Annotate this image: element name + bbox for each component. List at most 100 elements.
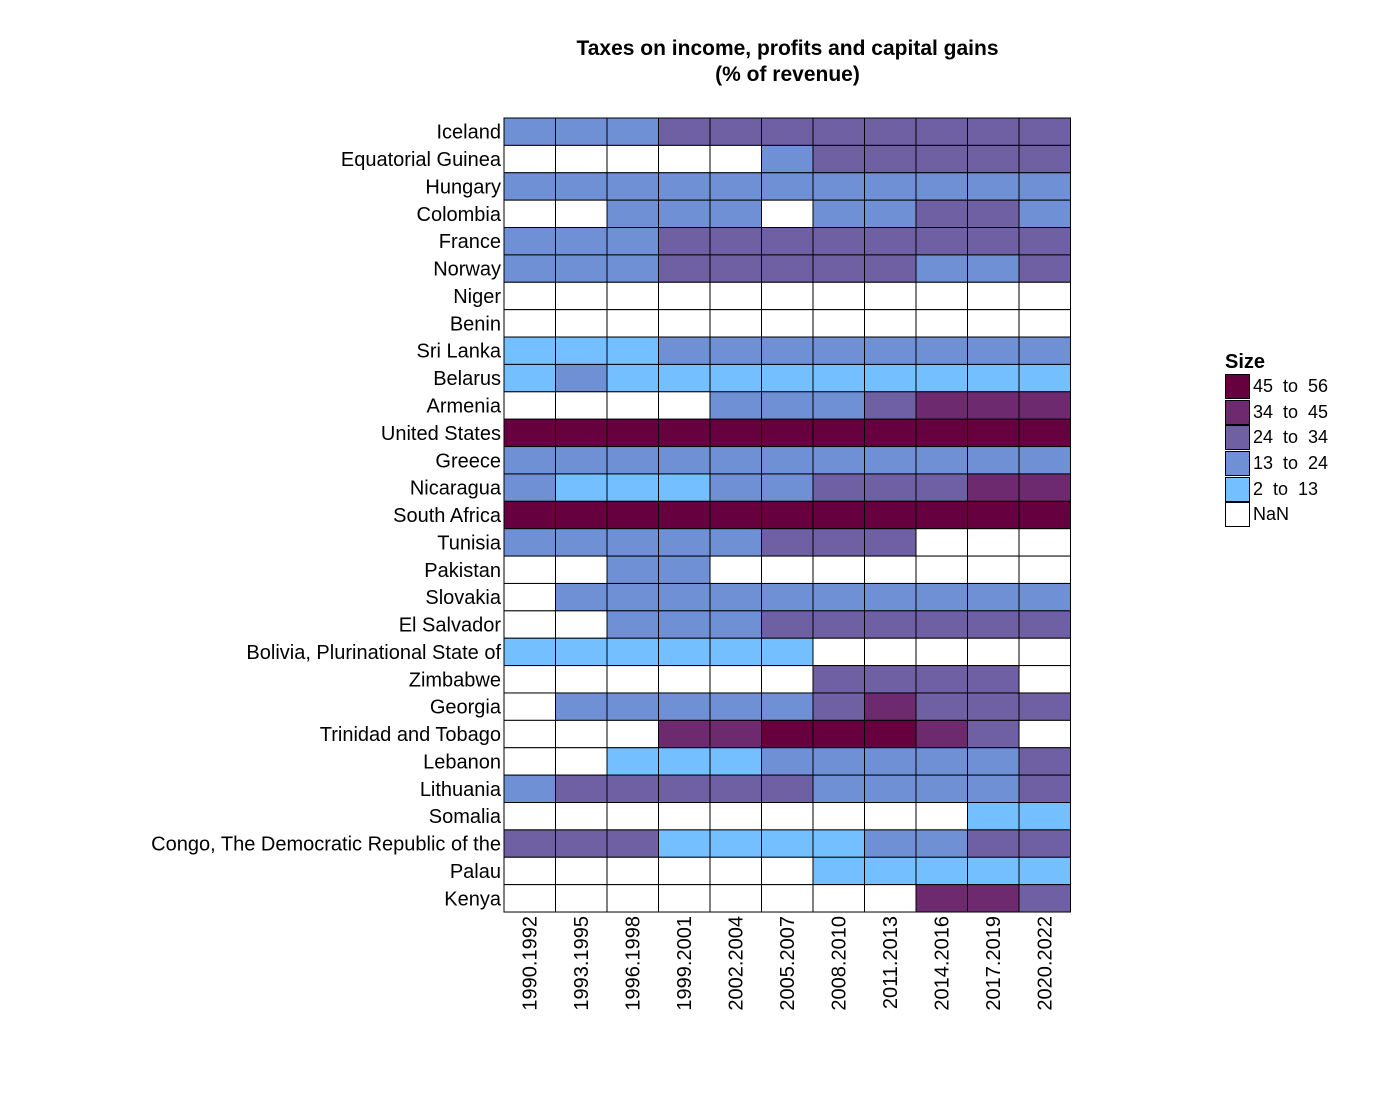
heatmap-cell — [761, 884, 814, 913]
legend-swatch — [1225, 374, 1250, 400]
heatmap-cell — [915, 528, 968, 557]
column-label: 1993.1995 — [571, 916, 593, 1011]
heatmap-cell — [658, 884, 711, 913]
row-label: South Africa — [393, 505, 502, 527]
heatmap-cell — [1018, 363, 1071, 393]
row-label: Tunisia — [437, 532, 502, 554]
row-label: Lebanon — [423, 751, 501, 773]
heatmap-cell — [606, 336, 659, 365]
heatmap-cell — [915, 391, 968, 420]
heatmap-cell — [812, 637, 865, 667]
heatmap-cell — [1018, 500, 1071, 530]
heatmap-cell — [915, 117, 968, 146]
heatmap-cell — [658, 391, 711, 420]
heatmap-cell — [709, 802, 762, 831]
heatmap-cell — [864, 774, 917, 803]
heatmap-cell — [658, 692, 711, 721]
heatmap-cell — [1018, 227, 1071, 256]
column-label: 2014.2016 — [932, 916, 954, 1011]
heatmap-cell — [709, 610, 762, 639]
row-label: Pakistan — [424, 560, 501, 582]
heatmap-cell — [555, 637, 608, 667]
heatmap-cell — [503, 336, 556, 365]
heatmap-cell — [555, 254, 608, 283]
heatmap-cell — [812, 582, 865, 612]
heatmap-cell — [606, 199, 659, 229]
heatmap-cell — [761, 199, 814, 229]
heatmap-cell — [967, 199, 1020, 229]
heatmap-cell — [915, 774, 968, 803]
heatmap-cell — [864, 555, 917, 584]
heatmap-cell — [503, 802, 556, 831]
legend-item: 34 to 45 — [1225, 399, 1328, 426]
heatmap-cell — [967, 446, 1020, 475]
heatmap-cell — [761, 802, 814, 831]
heatmap-cell — [915, 856, 968, 886]
heatmap-cell — [1018, 637, 1071, 667]
heatmap-cell — [915, 254, 968, 283]
heatmap-cell — [503, 446, 556, 475]
heatmap-cell — [1018, 665, 1071, 694]
heatmap-cell — [864, 172, 917, 201]
row-labels: Iceland Equatorial Guinea Hungary Colombia F… — [151, 122, 502, 911]
heatmap-cell — [967, 227, 1020, 256]
heatmap-cell — [503, 172, 556, 201]
heatmap-cell — [555, 309, 608, 338]
heatmap-cell — [606, 856, 659, 886]
heatmap-cell — [658, 336, 711, 365]
heatmap-cell — [967, 309, 1020, 338]
heatmap-cell — [761, 144, 814, 174]
heatmap-cell — [503, 391, 556, 420]
heatmap-cell — [503, 884, 556, 913]
heatmap-cell — [915, 336, 968, 365]
heatmap-cell — [812, 884, 865, 913]
heatmap-cell — [761, 637, 814, 667]
heatmap-cell — [503, 418, 556, 448]
heatmap-cell — [555, 692, 608, 721]
legend-item: 45 to 56 — [1225, 374, 1328, 400]
legend: Size 45 to 56 34 to 45 24 to 34 13 to 24 2 t… — [1225, 350, 1328, 528]
heatmap-cell — [864, 117, 917, 146]
heatmap-cell — [606, 665, 659, 694]
heatmap-cell — [967, 665, 1020, 694]
heatmap-cell — [606, 802, 659, 831]
heatmap-cell — [606, 692, 659, 721]
heatmap-cell — [709, 336, 762, 365]
heatmap-cell — [864, 199, 917, 229]
heatmap-cell — [606, 309, 659, 338]
legend-swatch — [1225, 425, 1250, 451]
heatmap-cell — [812, 309, 865, 338]
heatmap-cell — [709, 884, 762, 913]
row-label: Lithuania — [420, 779, 502, 801]
heatmap-cell — [761, 555, 814, 584]
heatmap-cell — [967, 528, 1020, 557]
heatmap-cell — [503, 227, 556, 256]
heatmap-cell — [812, 719, 865, 749]
heatmap-cell — [967, 719, 1020, 749]
heatmap-cell — [915, 227, 968, 256]
heatmap-cell — [915, 747, 968, 776]
heatmap-cell — [812, 665, 865, 694]
heatmap-cell — [967, 391, 1020, 420]
heatmap-cell — [915, 665, 968, 694]
heatmap-cell — [555, 774, 608, 803]
heatmap-cell — [709, 363, 762, 393]
heatmap-cell — [503, 117, 556, 146]
column-label: 2020.2022 — [1035, 916, 1057, 1011]
heatmap-cell — [606, 500, 659, 530]
heatmap-cell — [812, 802, 865, 831]
heatmap-cell — [967, 637, 1020, 667]
chart-title: Taxes on income, profits and capital gai… — [504, 36, 1071, 88]
heatmap-cell — [967, 363, 1020, 393]
heatmap-cell — [606, 446, 659, 475]
legend-label: 13 to 24 — [1253, 453, 1329, 474]
heatmap-cell — [761, 500, 814, 530]
heatmap-cell — [812, 446, 865, 475]
heatmap-cell — [555, 473, 608, 502]
heatmap-cell — [864, 747, 917, 776]
heatmap-cell — [761, 665, 814, 694]
legend-items: 45 to 56 34 to 45 24 to 34 13 to 24 2 to 13 N… — [1225, 374, 1328, 528]
heatmap-cell — [1018, 719, 1071, 749]
heatmap-cell — [812, 363, 865, 393]
heatmap-cell — [709, 719, 762, 749]
